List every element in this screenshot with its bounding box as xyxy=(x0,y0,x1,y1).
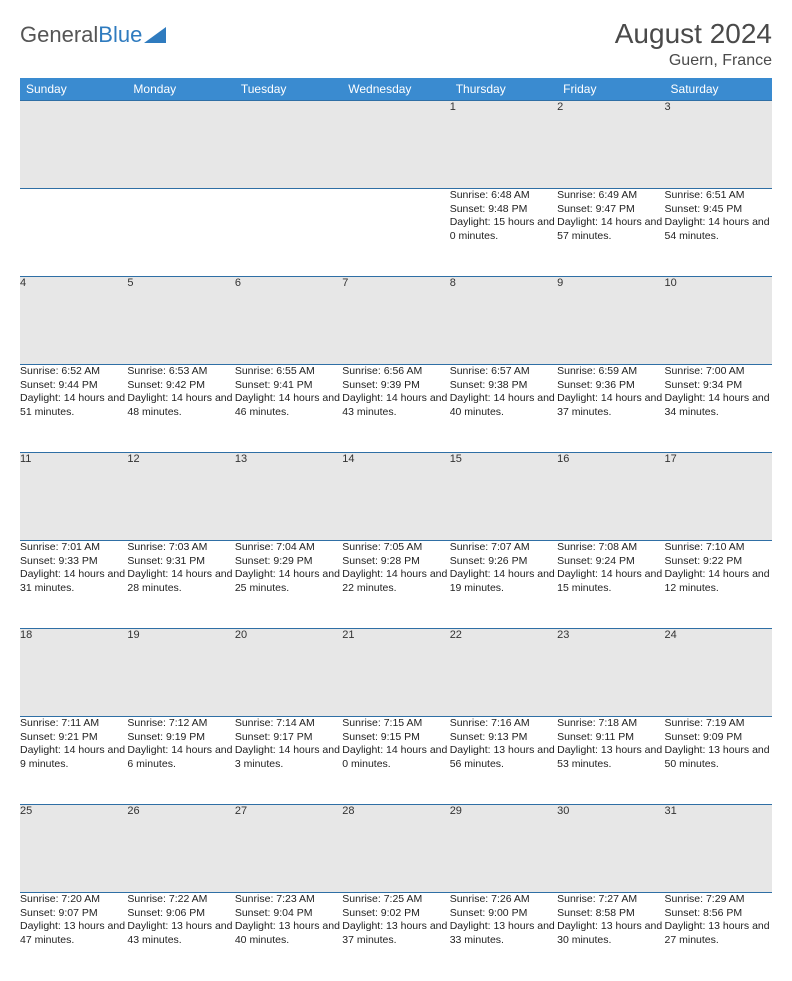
location-label: Guern, France xyxy=(615,52,772,70)
day-info-cell xyxy=(342,189,449,277)
day-number-row: 18192021222324 xyxy=(20,629,772,717)
logo-triangle-icon xyxy=(144,27,166,43)
day-info-cell xyxy=(20,189,127,277)
day-number-cell: 15 xyxy=(450,453,557,541)
day-info-cell: Sunrise: 6:57 AMSunset: 9:38 PMDaylight:… xyxy=(450,365,557,453)
day-number-row: 123 xyxy=(20,101,772,189)
day-number-row: 11121314151617 xyxy=(20,453,772,541)
day-number-cell: 21 xyxy=(342,629,449,717)
day-info-cell: Sunrise: 6:59 AMSunset: 9:36 PMDaylight:… xyxy=(557,365,664,453)
day-info-cell: Sunrise: 6:56 AMSunset: 9:39 PMDaylight:… xyxy=(342,365,449,453)
day-number-cell: 14 xyxy=(342,453,449,541)
day-number-cell: 26 xyxy=(127,805,234,893)
weekday-header: Sunday xyxy=(20,78,127,101)
day-info-cell: Sunrise: 6:51 AMSunset: 9:45 PMDaylight:… xyxy=(665,189,772,277)
weekday-header: Thursday xyxy=(450,78,557,101)
day-info-cell: Sunrise: 7:16 AMSunset: 9:13 PMDaylight:… xyxy=(450,717,557,805)
day-info-cell: Sunrise: 7:12 AMSunset: 9:19 PMDaylight:… xyxy=(127,717,234,805)
day-info-cell xyxy=(127,189,234,277)
calendar-page: GeneralBlue August 2024 Guern, France Su… xyxy=(0,0,792,981)
day-number-cell: 10 xyxy=(665,277,772,365)
day-info-cell: Sunrise: 6:53 AMSunset: 9:42 PMDaylight:… xyxy=(127,365,234,453)
weekday-header: Monday xyxy=(127,78,234,101)
day-number-cell: 2 xyxy=(557,101,664,189)
day-info-cell: Sunrise: 6:48 AMSunset: 9:48 PMDaylight:… xyxy=(450,189,557,277)
day-info-cell: Sunrise: 7:10 AMSunset: 9:22 PMDaylight:… xyxy=(665,541,772,629)
weekday-header: Friday xyxy=(557,78,664,101)
day-number-cell: 24 xyxy=(665,629,772,717)
brand-part2: Blue xyxy=(98,22,142,48)
brand-logo: GeneralBlue xyxy=(20,18,166,48)
day-number-cell: 22 xyxy=(450,629,557,717)
calendar-body: 123 Sunrise: 6:48 AMSunset: 9:48 PMDayli… xyxy=(20,101,772,981)
day-info-cell: Sunrise: 7:05 AMSunset: 9:28 PMDaylight:… xyxy=(342,541,449,629)
day-number-cell xyxy=(342,101,449,189)
day-number-cell: 23 xyxy=(557,629,664,717)
header: GeneralBlue August 2024 Guern, France xyxy=(20,18,772,70)
day-info-cell: Sunrise: 7:08 AMSunset: 9:24 PMDaylight:… xyxy=(557,541,664,629)
weekday-header: Saturday xyxy=(665,78,772,101)
day-info-cell: Sunrise: 7:23 AMSunset: 9:04 PMDaylight:… xyxy=(235,893,342,981)
day-info-cell: Sunrise: 7:00 AMSunset: 9:34 PMDaylight:… xyxy=(665,365,772,453)
day-info-row: Sunrise: 6:52 AMSunset: 9:44 PMDaylight:… xyxy=(20,365,772,453)
day-number-cell: 8 xyxy=(450,277,557,365)
day-info-cell: Sunrise: 7:18 AMSunset: 9:11 PMDaylight:… xyxy=(557,717,664,805)
day-info-cell: Sunrise: 7:11 AMSunset: 9:21 PMDaylight:… xyxy=(20,717,127,805)
day-info-row: Sunrise: 7:01 AMSunset: 9:33 PMDaylight:… xyxy=(20,541,772,629)
day-number-cell: 12 xyxy=(127,453,234,541)
day-number-cell: 11 xyxy=(20,453,127,541)
day-number-cell: 7 xyxy=(342,277,449,365)
day-number-cell: 6 xyxy=(235,277,342,365)
day-number-row: 25262728293031 xyxy=(20,805,772,893)
day-number-cell: 4 xyxy=(20,277,127,365)
day-info-cell: Sunrise: 7:03 AMSunset: 9:31 PMDaylight:… xyxy=(127,541,234,629)
weekday-header-row: SundayMondayTuesdayWednesdayThursdayFrid… xyxy=(20,78,772,101)
day-number-cell: 1 xyxy=(450,101,557,189)
day-number-cell: 31 xyxy=(665,805,772,893)
day-number-cell: 9 xyxy=(557,277,664,365)
brand-part1: General xyxy=(20,22,98,48)
day-info-cell: Sunrise: 7:14 AMSunset: 9:17 PMDaylight:… xyxy=(235,717,342,805)
day-number-cell xyxy=(127,101,234,189)
day-info-cell: Sunrise: 7:15 AMSunset: 9:15 PMDaylight:… xyxy=(342,717,449,805)
day-info-cell: Sunrise: 7:04 AMSunset: 9:29 PMDaylight:… xyxy=(235,541,342,629)
day-number-cell: 5 xyxy=(127,277,234,365)
day-info-cell: Sunrise: 7:07 AMSunset: 9:26 PMDaylight:… xyxy=(450,541,557,629)
day-info-cell: Sunrise: 7:29 AMSunset: 8:56 PMDaylight:… xyxy=(665,893,772,981)
day-info-cell: Sunrise: 7:01 AMSunset: 9:33 PMDaylight:… xyxy=(20,541,127,629)
day-number-row: 45678910 xyxy=(20,277,772,365)
day-number-cell: 29 xyxy=(450,805,557,893)
day-number-cell: 30 xyxy=(557,805,664,893)
day-number-cell: 17 xyxy=(665,453,772,541)
day-number-cell: 27 xyxy=(235,805,342,893)
day-number-cell xyxy=(235,101,342,189)
day-number-cell xyxy=(20,101,127,189)
day-info-cell: Sunrise: 6:52 AMSunset: 9:44 PMDaylight:… xyxy=(20,365,127,453)
title-block: August 2024 Guern, France xyxy=(615,18,772,70)
day-info-row: Sunrise: 6:48 AMSunset: 9:48 PMDaylight:… xyxy=(20,189,772,277)
day-info-cell: Sunrise: 6:55 AMSunset: 9:41 PMDaylight:… xyxy=(235,365,342,453)
weekday-header: Wednesday xyxy=(342,78,449,101)
day-info-cell: Sunrise: 7:20 AMSunset: 9:07 PMDaylight:… xyxy=(20,893,127,981)
day-number-cell: 18 xyxy=(20,629,127,717)
day-number-cell: 3 xyxy=(665,101,772,189)
day-number-cell: 28 xyxy=(342,805,449,893)
day-info-row: Sunrise: 7:11 AMSunset: 9:21 PMDaylight:… xyxy=(20,717,772,805)
month-title: August 2024 xyxy=(615,18,772,50)
day-info-cell: Sunrise: 7:25 AMSunset: 9:02 PMDaylight:… xyxy=(342,893,449,981)
day-info-cell: Sunrise: 7:22 AMSunset: 9:06 PMDaylight:… xyxy=(127,893,234,981)
day-number-cell: 20 xyxy=(235,629,342,717)
weekday-header: Tuesday xyxy=(235,78,342,101)
day-info-row: Sunrise: 7:20 AMSunset: 9:07 PMDaylight:… xyxy=(20,893,772,981)
day-info-cell: Sunrise: 7:26 AMSunset: 9:00 PMDaylight:… xyxy=(450,893,557,981)
day-info-cell xyxy=(235,189,342,277)
day-info-cell: Sunrise: 7:19 AMSunset: 9:09 PMDaylight:… xyxy=(665,717,772,805)
day-number-cell: 25 xyxy=(20,805,127,893)
day-info-cell: Sunrise: 7:27 AMSunset: 8:58 PMDaylight:… xyxy=(557,893,664,981)
day-number-cell: 19 xyxy=(127,629,234,717)
day-number-cell: 13 xyxy=(235,453,342,541)
day-number-cell: 16 xyxy=(557,453,664,541)
calendar-table: SundayMondayTuesdayWednesdayThursdayFrid… xyxy=(20,78,772,981)
day-info-cell: Sunrise: 6:49 AMSunset: 9:47 PMDaylight:… xyxy=(557,189,664,277)
